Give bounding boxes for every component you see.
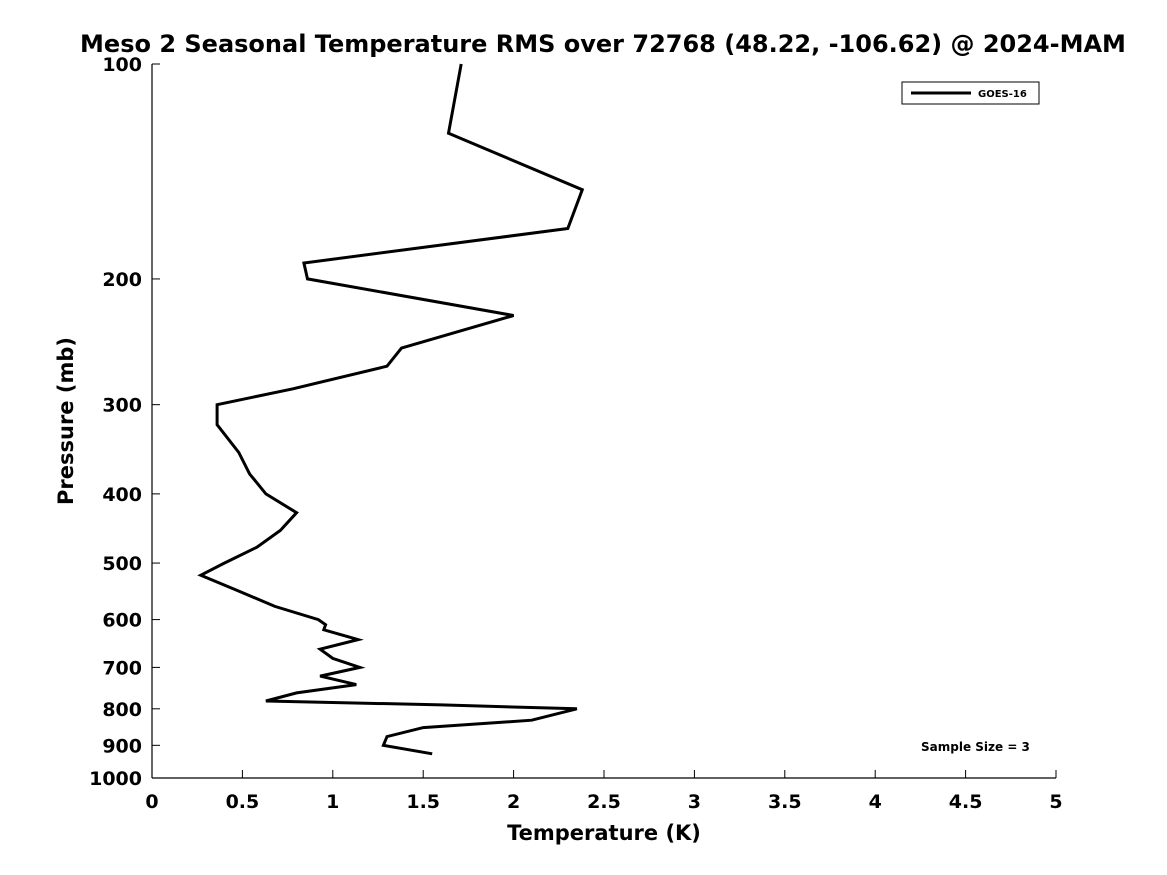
y-tick-label: 200 — [102, 269, 142, 291]
series-line-goes-16 — [197, 63, 585, 756]
y-tick-label: 1000 — [89, 768, 142, 790]
x-tick-label: 2.5 — [587, 791, 621, 813]
y-axis-label: Pressure (mb) — [54, 337, 78, 505]
plot-area — [151, 64, 1056, 779]
x-tick-label: 4 — [869, 791, 882, 813]
legend-entry-label: GOES-16 — [978, 89, 1027, 100]
x-tick-label: 5 — [1049, 791, 1062, 813]
sample-size-annotation: Sample Size = 3 — [921, 740, 1030, 754]
y-tick-label: 900 — [102, 735, 142, 757]
x-tick-label: 0.5 — [226, 791, 260, 813]
y-ticks: 100 200 300 400 500 600 700 800 900 1000 — [89, 54, 160, 790]
y-tick-label: 100 — [102, 54, 142, 76]
chart-title: Meso 2 Seasonal Temperature RMS over 727… — [80, 30, 1126, 58]
y-tick-label: 600 — [102, 610, 142, 632]
x-tick-label: 2 — [507, 791, 520, 813]
legend: GOES-16 — [901, 81, 1040, 105]
y-tick-label: 800 — [102, 699, 142, 721]
x-tick-label: 0 — [145, 791, 158, 813]
x-tick-label: 4.5 — [949, 791, 983, 813]
x-tick-label: 3 — [688, 791, 701, 813]
x-tick-label: 1.5 — [406, 791, 440, 813]
y-tick-label: 400 — [102, 484, 142, 506]
x-tick-label: 1 — [326, 791, 339, 813]
x-tick-label: 3.5 — [768, 791, 802, 813]
y-tick-label: 500 — [102, 553, 142, 575]
y-tick-label: 700 — [102, 657, 142, 679]
series-layer — [197, 63, 585, 756]
x-axis-label: Temperature (K) — [507, 821, 701, 845]
x-ticks: 0 0.5 1 1.5 2 2.5 3 3.5 4 4.5 5 — [145, 770, 1063, 813]
y-tick-label: 300 — [102, 395, 142, 417]
